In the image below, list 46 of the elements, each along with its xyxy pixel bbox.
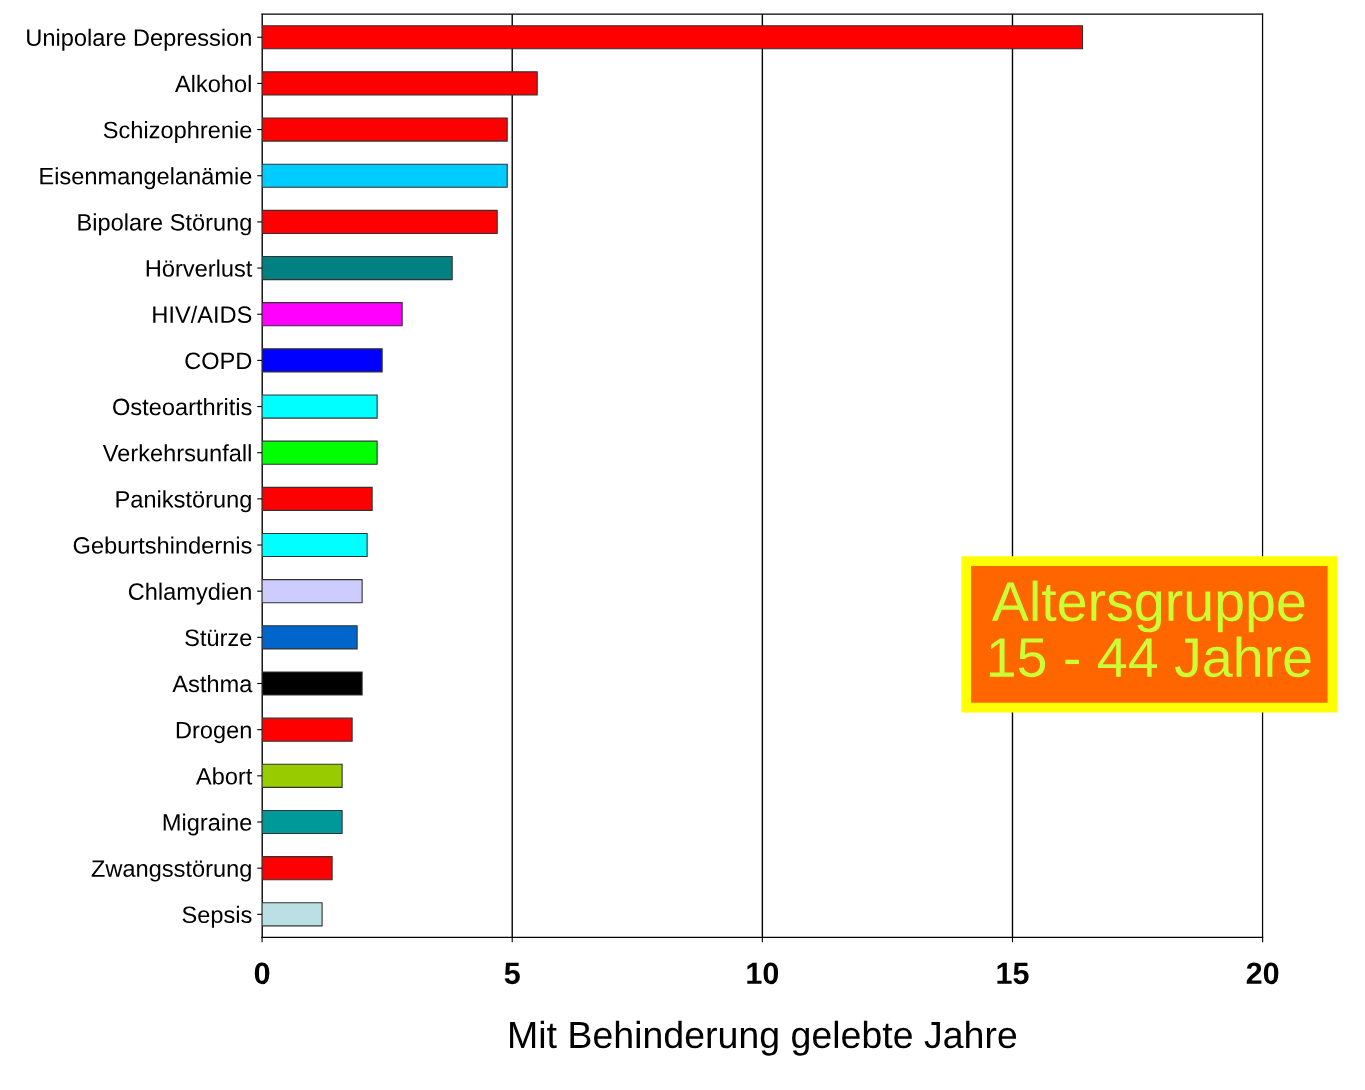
x-tick-label: 20 [1246,962,1279,985]
bar [262,902,323,927]
x-axis-title: Mit Behinderung gelebte Jahre [510,1020,1017,1056]
x-tick-label: 10 [747,962,779,985]
y-tick-label: Asthma [172,674,253,693]
y-tick-label: Alkohol [174,74,251,93]
y-tick-label: HIV/AIDS [153,305,252,324]
bar [262,440,378,465]
bar [262,117,508,142]
y-tick-label: Hörverlust [146,259,253,277]
bar [262,394,378,419]
y-tick-label: Bipolare Störung [78,213,251,236]
x-tick-label: 15 [997,962,1029,985]
bar [262,348,383,373]
bar [262,302,403,327]
y-tick-label: Drogen [176,721,251,744]
bar [262,856,333,881]
bar [262,71,538,96]
bar [262,625,358,650]
y-tick-label: Verkehrsunfall [102,444,251,462]
annotation: Altersgruppe 15 - 44 Jahre [989,580,1311,678]
y-tick-label: Geburtshindernis [73,536,252,554]
y-tick-label: Unipolare Depression [27,28,251,51]
y-tick-label: Eisenmangelanämie [40,167,252,190]
y-tick-label: Abort [195,767,253,785]
y-tick-label: Zwangsstörung [91,860,251,882]
bar [262,579,363,604]
y-tick-label: Migraine [163,813,252,836]
bar [262,163,508,188]
y-tick-label: Panikstörung [116,490,251,513]
y-tick-label: Osteoarthritis [113,397,252,416]
y-tick-label: Chlamydien [128,582,251,605]
bar [262,209,498,234]
y-tick-label: Schizophrenie [103,121,252,144]
y-tick-label: Sepsis [182,905,252,928]
bar [262,255,453,281]
bar [262,717,353,742]
y-tick-label: Stürze [185,629,252,647]
bar [262,532,368,558]
bar [262,25,1084,50]
x-tick-label: 0 [254,962,270,985]
bar [262,486,373,511]
x-tick-label: 5 [504,962,520,985]
bar [262,763,343,788]
y-tick-label: COPD [185,352,252,370]
bar [262,809,343,835]
